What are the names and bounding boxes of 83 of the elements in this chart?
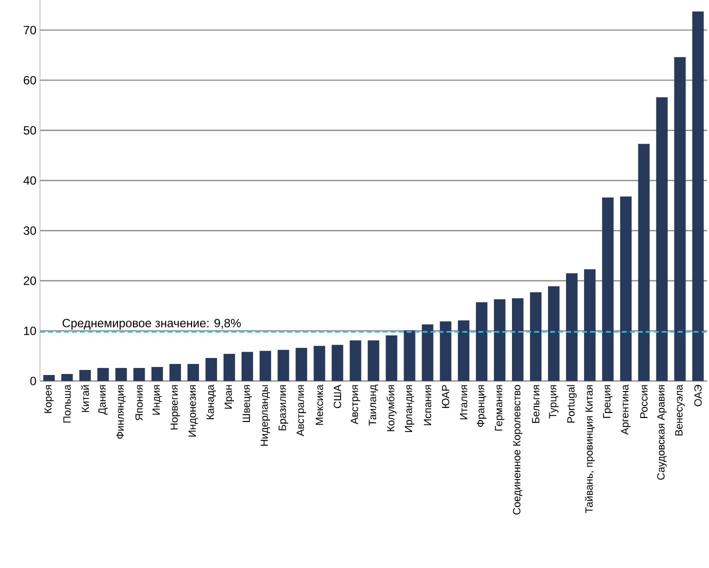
bar (169, 364, 181, 381)
y-tick-label: 70 (24, 26, 36, 34)
bar (242, 352, 254, 381)
x-tick-label: Польша (63, 384, 71, 423)
bar (43, 374, 55, 381)
bar (314, 346, 326, 381)
bar (440, 321, 452, 381)
x-tick-label: Ирландия (404, 385, 414, 432)
x-tick-label: Дания (98, 385, 108, 415)
x-tick-label: Таиланд (368, 384, 378, 426)
ref-line-label: Среднемировое значение: 9,8% (62, 318, 241, 330)
x-tick-label: Италия (460, 385, 468, 420)
bar (458, 320, 470, 381)
bar (350, 340, 362, 381)
y-tick-label: 0 (30, 376, 36, 386)
x-tick-label: Австрия (350, 385, 360, 424)
x-tick-label: Бразилия (278, 385, 288, 430)
bar (115, 368, 127, 381)
x-tick-label: Австралия (296, 385, 306, 436)
bar (404, 330, 416, 381)
bar (278, 350, 290, 381)
x-tick-label: Испания (424, 385, 432, 426)
bar (566, 273, 578, 381)
x-tick-label: Норвегия (170, 385, 180, 430)
bar (476, 302, 488, 381)
x-tick-label: Мексика (316, 384, 324, 425)
x-tick-label: Колумбия (386, 385, 396, 432)
bar (224, 354, 236, 381)
bar (133, 368, 145, 381)
bar (494, 299, 506, 381)
bar (296, 348, 308, 381)
bar (332, 344, 344, 381)
x-tick-label: Аргентина (621, 384, 631, 435)
x-tick-label: Индия (152, 385, 162, 415)
x-tick-label: ОАЭ (694, 384, 702, 406)
x-tick-label: Греция (603, 385, 613, 418)
bar (584, 269, 596, 381)
bar (512, 298, 524, 381)
x-tick-label: Турция (549, 385, 558, 419)
x-tick-label: Франция (476, 385, 486, 427)
x-tick-label: Нидерланды (260, 385, 270, 446)
bar (656, 97, 668, 381)
bar (548, 286, 560, 381)
x-tick-label: США (334, 384, 342, 408)
x-tick-label: Финляндия (116, 385, 126, 439)
x-tick-label: Бельгия (532, 385, 540, 423)
x-tick-label: Иран (224, 385, 234, 409)
bar (79, 370, 91, 381)
bar (620, 196, 632, 381)
x-tick-label: ЮАР (442, 385, 450, 408)
bar (638, 144, 650, 381)
x-tick-label: Канада (206, 384, 216, 420)
x-tick-label: Швеция (242, 385, 252, 422)
x-tick-label: Китай (81, 385, 90, 412)
bar (368, 340, 380, 381)
x-tick-label: Германия (495, 385, 504, 431)
x-tick-label: Саудовская Аравия (657, 385, 667, 480)
x-tick-label: Portugal (566, 385, 577, 423)
y-tick-label: 40 (23, 176, 36, 185)
bar (187, 364, 199, 381)
bar (602, 198, 614, 381)
x-tick-label: Россия (640, 385, 648, 418)
bar (206, 358, 218, 381)
bar (674, 57, 686, 381)
bar (422, 324, 434, 381)
y-tick-label: 10 (24, 326, 36, 336)
x-tick-label: Индонезия (188, 385, 198, 437)
bar (386, 335, 398, 381)
y-tick-label: 50 (24, 126, 36, 135)
bar (530, 292, 542, 381)
x-tick-label: Корея (44, 385, 54, 413)
x-tick-label: Япония (136, 385, 143, 420)
bar (97, 368, 109, 381)
bar (260, 350, 272, 381)
x-tick-label: Венесуэла (675, 384, 685, 436)
y-tick-label: 20 (24, 276, 36, 285)
y-tick-label: 60 (24, 76, 36, 84)
bar (61, 374, 73, 381)
bar (151, 366, 163, 381)
x-tick-label: Соединенное Королевство (512, 384, 522, 515)
y-tick-label: 30 (24, 226, 36, 235)
bar (692, 12, 704, 381)
x-tick-label: Тайвань, провинция Китая (584, 385, 595, 514)
